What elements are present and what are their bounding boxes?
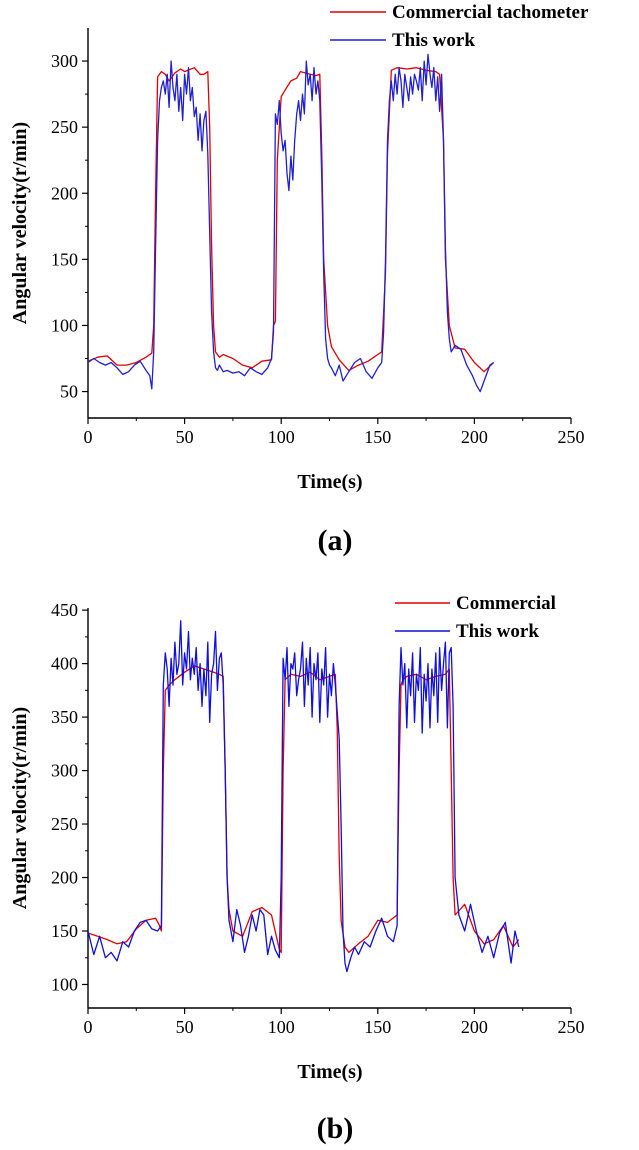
- x-tick-label: 50: [176, 1017, 194, 1037]
- y-tick-label: 450: [51, 600, 78, 620]
- x-tick-label: 100: [268, 427, 295, 447]
- legend-label-this-work-b: This work: [456, 621, 539, 642]
- y-tick-label: 100: [51, 315, 78, 335]
- y-tick-label: 250: [51, 814, 78, 834]
- y-tick-label: 250: [51, 117, 78, 137]
- y-tick-label: 350: [51, 707, 78, 727]
- legend-b: Commercial This work: [395, 593, 556, 642]
- x-tick-label: 0: [84, 427, 93, 447]
- x-tick-label: 200: [461, 427, 488, 447]
- legend-label-commercial: Commercial: [456, 593, 556, 614]
- x-tick-label: 200: [461, 1017, 488, 1037]
- y-tick-label: 200: [51, 183, 78, 203]
- legend-label-commercial-tachometer: Commercial tachometer: [392, 2, 589, 23]
- ticks-a: 0 50 100 150 200 250 50 100 150 200 250 300: [51, 51, 585, 447]
- y-tick-label: 400: [51, 654, 78, 674]
- x-axis-label-a: Time(s): [297, 471, 362, 493]
- x-tick-label: 0: [84, 1017, 93, 1037]
- y-tick-label: 150: [51, 921, 78, 941]
- panel-label-b: (b): [317, 1112, 354, 1145]
- legend-a: Commercial tachometer This work: [330, 2, 589, 51]
- chart-panel-b: 0 50 100 150 200 250100150200250300350400450 …: [9, 593, 585, 1145]
- y-tick-label: 300: [51, 51, 78, 71]
- x-tick-label: 250: [558, 1017, 585, 1037]
- chart-panel-a: 0 50 100 150 200 250 50 100 150 200 250 300 Time(s)…: [9, 2, 589, 557]
- x-tick-label: 150: [364, 427, 391, 447]
- y-tick-label: 150: [51, 249, 78, 269]
- series-line-b-this-work: [88, 620, 520, 973]
- y-axis-label-a: Angular velocity(r/min): [9, 122, 31, 324]
- x-axis-label-b: Time(s): [297, 1061, 362, 1083]
- ticks-b: 0 50 100 150 200 250 100 150 200 250 300 350 400 450: [51, 600, 585, 1037]
- y-axis-label-b: Angular velocity(r/min): [9, 707, 31, 909]
- panel-label-a: (a): [318, 524, 353, 557]
- legend-label-this-work-a: This work: [392, 30, 475, 51]
- y-tick-label: 100: [51, 974, 78, 994]
- series-group-a: [88, 53, 495, 393]
- axes-a: [87, 28, 571, 419]
- x-tick-label: 250: [558, 427, 585, 447]
- x-tick-label: 150: [364, 1017, 391, 1037]
- series-group-b: [88, 620, 520, 973]
- y-tick-label: 300: [51, 761, 78, 781]
- y-tick-label: 50: [60, 382, 78, 402]
- series-line-b-commercial: [88, 665, 520, 954]
- x-tick-label: 100: [268, 1017, 295, 1037]
- series-line-a-this-work: [88, 53, 495, 393]
- x-tick-label: 50: [176, 427, 194, 447]
- axes-b: [87, 608, 571, 1009]
- series-line-a-commercial: [88, 67, 495, 373]
- y-tick-label: 200: [51, 868, 78, 888]
